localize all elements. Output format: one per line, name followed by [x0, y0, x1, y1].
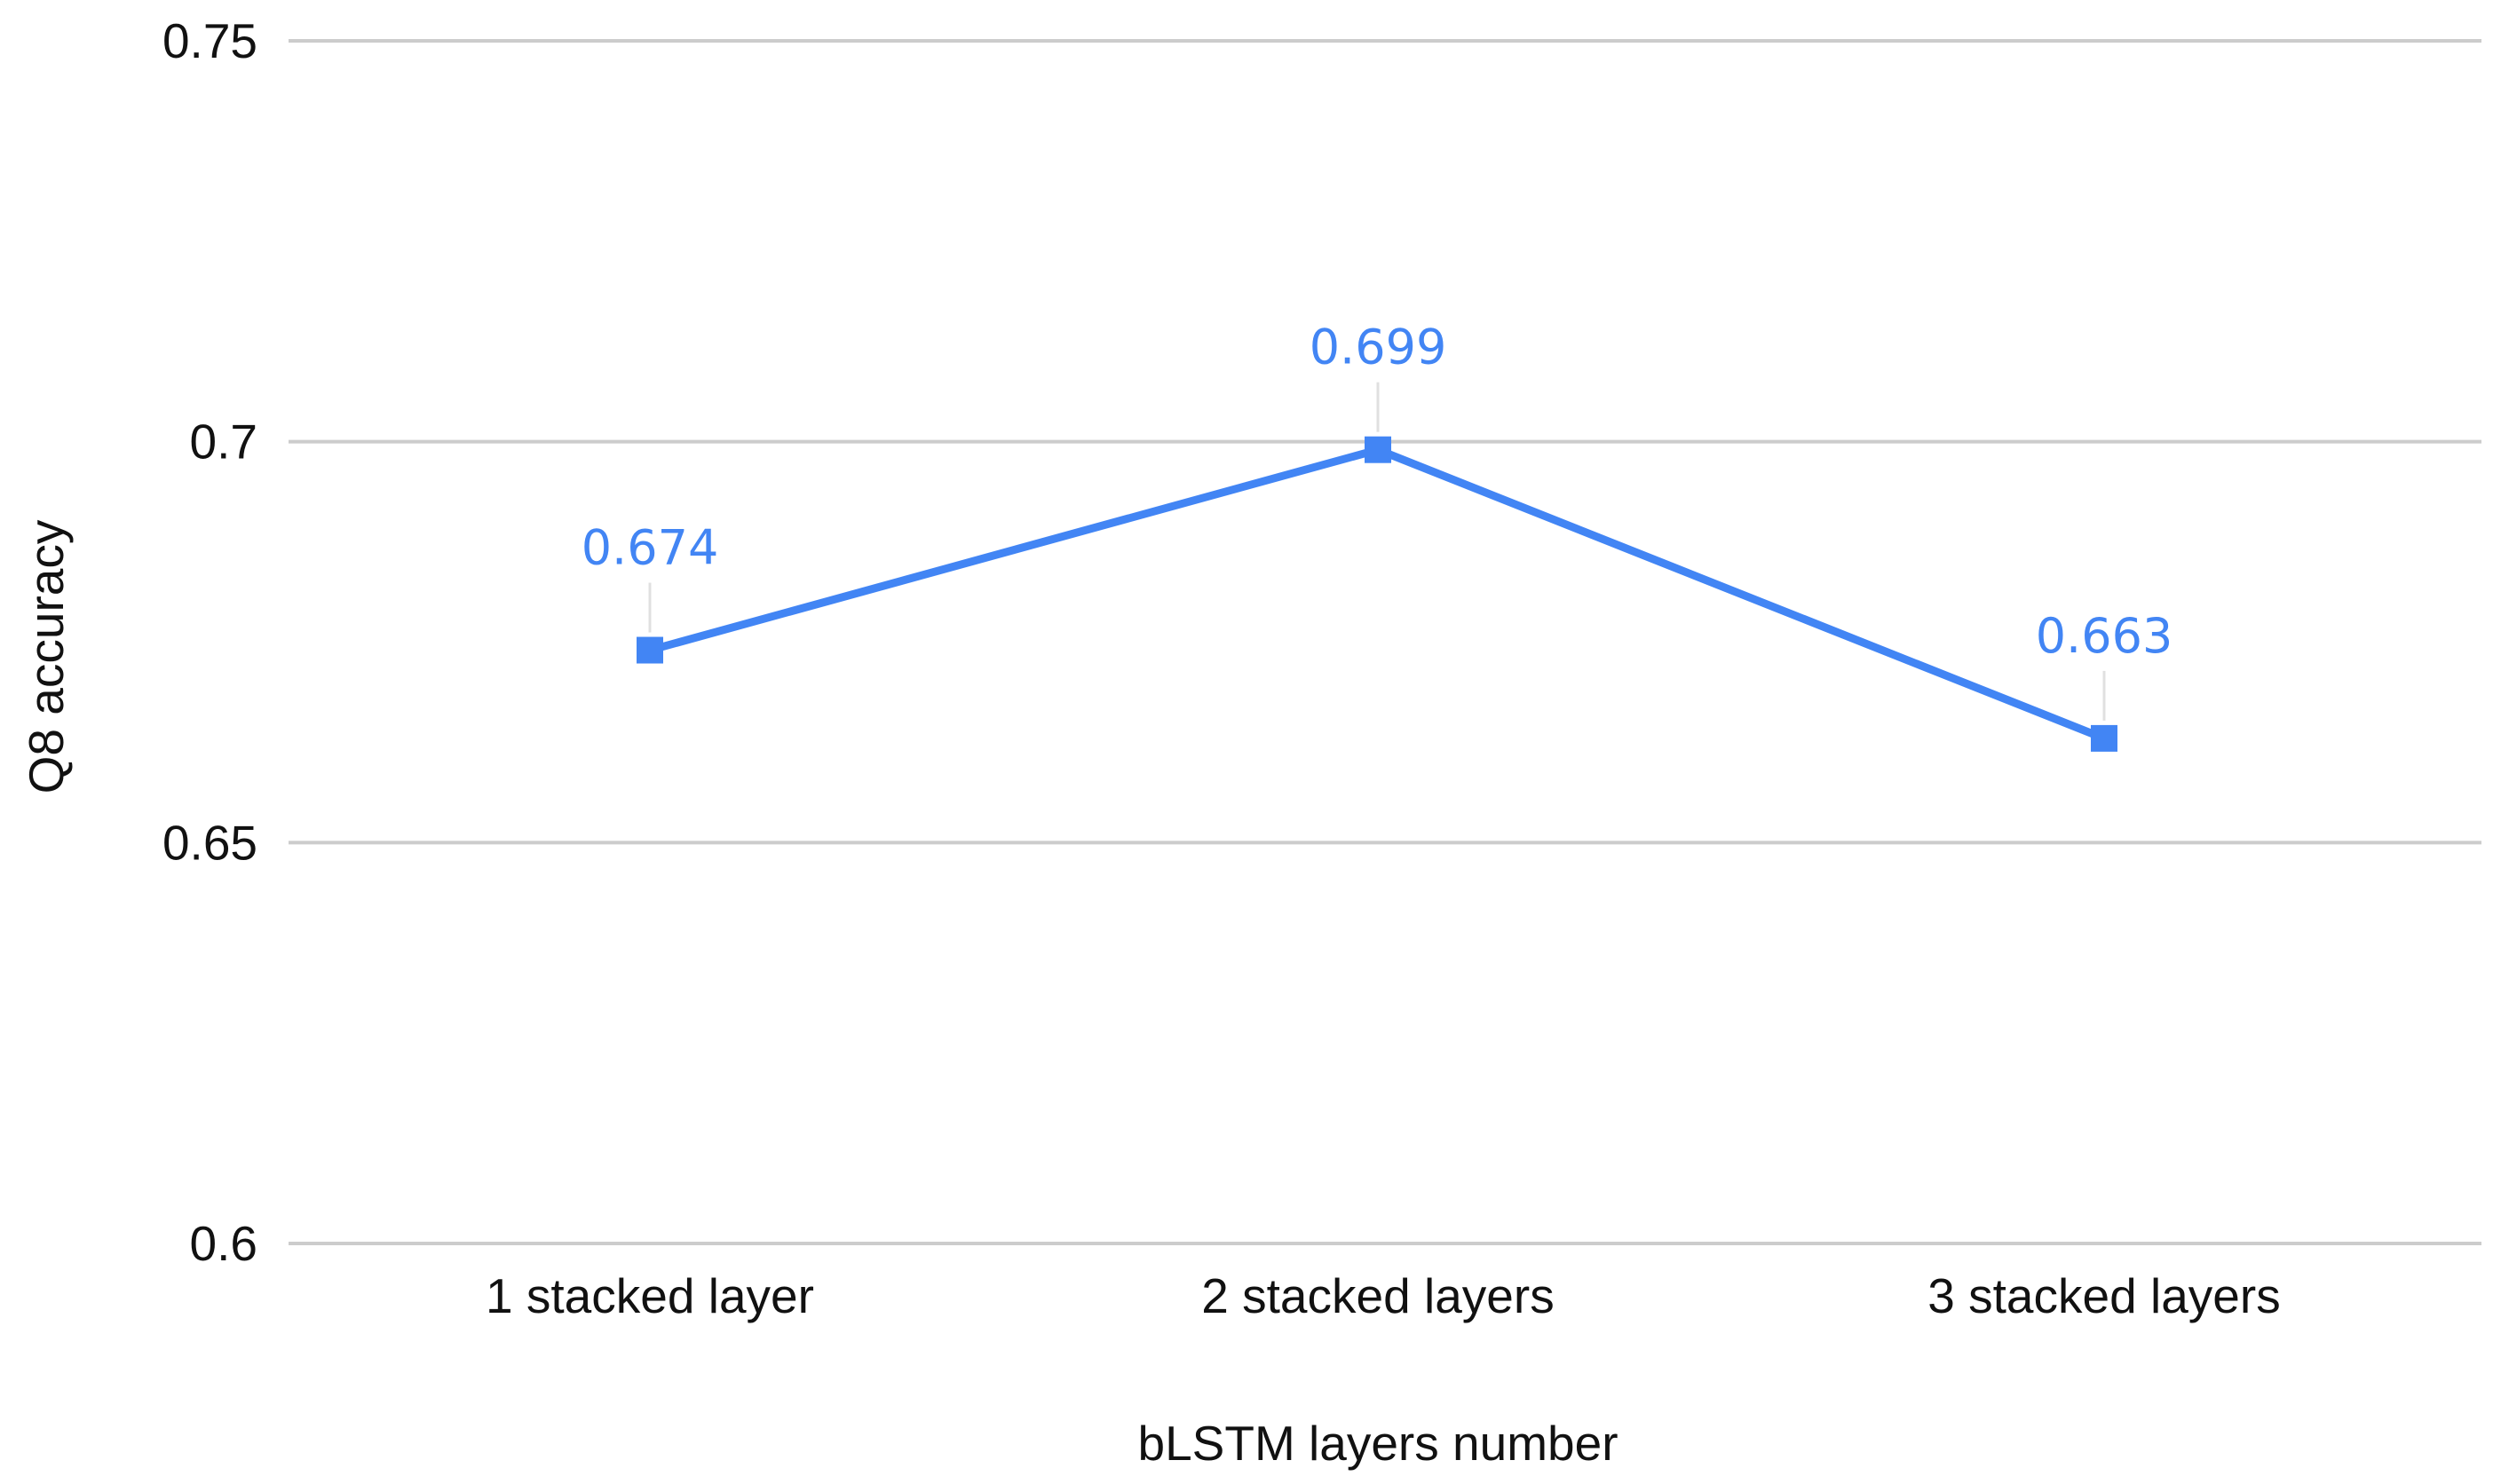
data-point-marker — [637, 636, 663, 664]
x-axis-title: bLSTM layers number — [1137, 1416, 1618, 1471]
series-markers — [637, 436, 2117, 752]
data-labels: 0.674 0.699 0.663 — [582, 320, 2173, 664]
data-label: 0.699 — [1310, 320, 1447, 375]
data-label-leaders — [648, 382, 2106, 721]
y-tick-label: 0.7 — [190, 414, 257, 470]
y-tick-label: 0.65 — [162, 815, 257, 870]
data-point-marker — [2091, 724, 2117, 752]
y-axis-ticks: 0.6 0.65 0.7 0.75 — [162, 13, 257, 1271]
data-label: 0.663 — [2036, 608, 2173, 664]
y-tick-label: 0.75 — [162, 13, 257, 68]
x-tick-label: 2 stacked layers — [1201, 1268, 1554, 1323]
x-tick-label: 3 stacked layers — [1927, 1268, 2280, 1323]
y-tick-label: 0.6 — [190, 1216, 257, 1271]
x-tick-label: 1 stacked layer — [486, 1268, 814, 1323]
y-axis-title: Q8 accuracy — [19, 519, 74, 793]
series-line-path — [645, 446, 2109, 743]
series-line — [645, 446, 2109, 743]
data-point-marker — [1365, 436, 1391, 463]
data-label: 0.674 — [582, 520, 719, 576]
x-axis-ticks: 1 stacked layer 2 stacked layers 3 stacked… — [486, 1268, 2281, 1323]
